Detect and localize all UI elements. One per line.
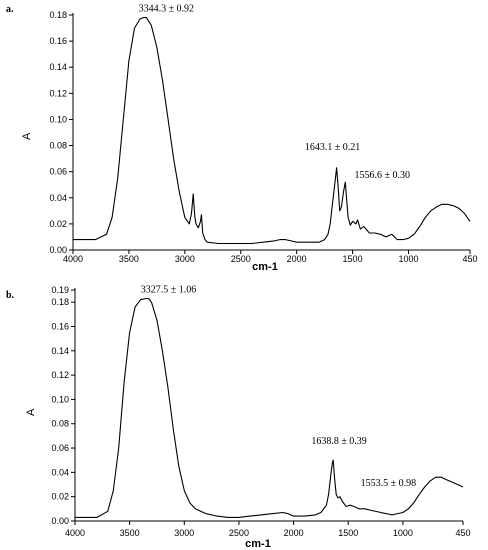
x-tick-label: 3000	[175, 254, 195, 264]
y-tick-label: 0.18	[49, 10, 67, 20]
peak-annotation: 1638.8 ± 0.39	[311, 436, 367, 447]
x-tick-label: 450	[462, 254, 477, 264]
panel-label: a.	[6, 4, 14, 15]
x-tick-label: 4000	[65, 528, 85, 538]
y-tick-label: 0.14	[49, 62, 67, 72]
x-tick-label: 4000	[63, 254, 83, 264]
peak-annotation: 1556.6 ± 0.30	[354, 170, 410, 181]
peak-annotation: 3344.3 ± 0.92	[139, 4, 195, 15]
y-tick-label: 0.04	[49, 193, 67, 203]
y-tick-label: 0.02	[49, 219, 67, 229]
panel-b: b. A cm-1 0.000.020.040.060.080.100.120.…	[6, 285, 471, 550]
plot-frame	[72, 13, 470, 251]
y-tick-label: 0.18	[51, 297, 69, 307]
x-tick-label: 3500	[120, 528, 140, 538]
x-tick-label: 1500	[343, 254, 363, 264]
series-group	[73, 17, 471, 245]
y-tick-label: 0.02	[51, 492, 69, 502]
x-axis-title: cm-1	[252, 261, 278, 273]
y-tick-label: 0.06	[51, 443, 69, 453]
spectrum-line	[73, 17, 471, 245]
x-tick-label: 2000	[284, 528, 304, 538]
x-tick-label: 2500	[229, 528, 249, 538]
panel-a: a. A cm-1 0.000.020.040.060.080.100.120.…	[6, 4, 478, 273]
y-ticks: 0.00 0.02 0.04 0.06 0.08 0.10 0.12 0.14 0.16 0.18…	[51, 285, 75, 526]
y-tick-label: 0.12	[51, 370, 69, 380]
y-tick-label: 0.16	[49, 36, 67, 46]
y-tick-label: 0.10	[51, 394, 69, 404]
y-tick-label: 0.16	[51, 321, 69, 331]
y-axis-title: A	[21, 132, 33, 140]
x-tick-label: 1000	[398, 254, 418, 264]
x-tick-label: 1000	[393, 528, 413, 538]
x-tick-label: 3500	[119, 254, 139, 264]
y-tick-label: 0.10	[49, 114, 67, 124]
x-tick-label: 2000	[287, 254, 307, 264]
peak-annotation: 1643.1 ± 0.21	[305, 142, 361, 153]
x-ticks: 4000 3500 3000 2500 2000 1500 1000 450	[65, 521, 471, 538]
x-tick-label: 2500	[231, 254, 251, 264]
y-ticks: 0.00 0.02 0.04 0.06 0.08 0.10 0.12 0.14 0.16 0.18	[49, 10, 73, 255]
peak-annotations: 3344.3 ± 0.92 1643.1 ± 0.21 1556.6 ± 0.30	[139, 4, 410, 182]
y-tick-label: 0.08	[49, 141, 67, 151]
y-tick-label: 0.19	[51, 285, 69, 295]
y-tick-label: 0.12	[49, 88, 67, 98]
y-tick-label: 0.08	[51, 419, 69, 429]
peak-annotation: 3327.5 ± 1.06	[141, 285, 197, 296]
series-group	[75, 297, 464, 518]
x-tick-label: 1500	[338, 528, 358, 538]
y-tick-label: 0.04	[51, 467, 69, 477]
x-tick-label: 450	[455, 528, 470, 538]
y-tick-label: 0.14	[51, 346, 69, 356]
x-ticks: 4000 3500 3000 2500 2000 1500 1000 450	[63, 250, 478, 264]
spectrum-line	[75, 297, 464, 518]
y-tick-label: 0.00	[51, 516, 69, 526]
x-tick-label: 3000	[174, 528, 194, 538]
y-tick-label: 0.00	[49, 245, 67, 255]
y-tick-label: 0.06	[49, 167, 67, 177]
peak-annotation: 1553.5 ± 0.98	[361, 478, 417, 489]
y-axis-title: A	[25, 408, 37, 416]
peak-annotations: 3327.5 ± 1.06 1638.8 ± 0.39 1553.5 ± 0.98	[141, 285, 416, 489]
x-axis-title: cm-1	[245, 538, 271, 550]
panel-label: b.	[6, 290, 15, 301]
